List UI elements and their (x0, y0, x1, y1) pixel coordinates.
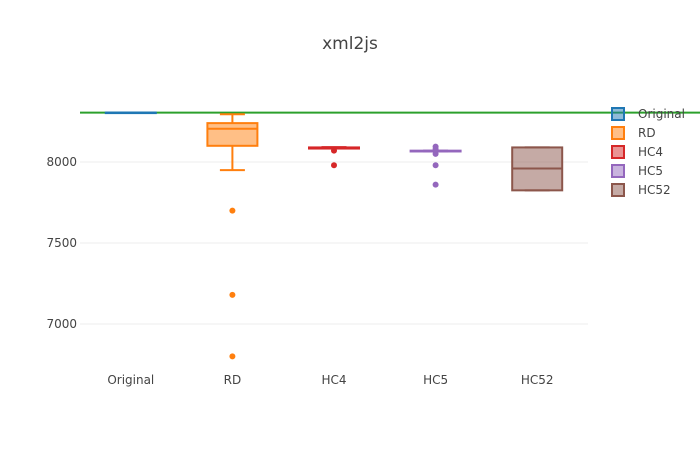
legend-label: HC52 (638, 183, 671, 197)
legend-item-hc5[interactable]: HC5 (611, 164, 663, 178)
box-hc4 (308, 146, 360, 169)
legend-swatch (611, 107, 625, 121)
box-hc52 (511, 146, 564, 192)
outlier-point (331, 162, 337, 169)
legend-swatch (611, 145, 625, 159)
outlier-point (229, 353, 236, 360)
legend-swatch (611, 126, 625, 140)
box-rd (206, 113, 259, 360)
outlier-point (432, 162, 439, 169)
outlier-point (432, 150, 439, 157)
chart-title: xml2js (322, 34, 378, 54)
outlier-point (432, 181, 439, 188)
legend-swatch (611, 183, 625, 197)
y-axis-ticks: 7000 7500 8000 (46, 155, 77, 331)
boxes (104, 111, 564, 360)
box-hc5 (409, 143, 462, 188)
x-tick-label: HC4 (321, 373, 346, 387)
legend-label: Original (638, 107, 685, 121)
x-axis-ticks: Original RD HC4 HC5 HC52 (107, 373, 553, 387)
outlier-point (432, 146, 439, 153)
legend-label: RD (638, 126, 656, 140)
gridlines (80, 161, 588, 325)
x-tick-label: HC52 (521, 373, 554, 387)
legend-item-original[interactable]: Original (611, 107, 685, 121)
legend-item-rd[interactable]: RD (611, 126, 656, 140)
x-tick-label: RD (224, 373, 242, 387)
box-original (104, 111, 157, 115)
x-tick-label: HC5 (423, 373, 448, 387)
y-tick-label: 8000 (46, 155, 77, 169)
legend-item-hc52[interactable]: HC52 (611, 183, 671, 197)
outlier-point (331, 147, 337, 154)
outlier-point (229, 207, 236, 214)
legend-swatch (611, 164, 625, 178)
legend-label: HC4 (638, 145, 663, 159)
outlier-point (229, 291, 236, 298)
y-tick-label: 7500 (46, 236, 77, 250)
x-tick-label: Original (107, 373, 154, 387)
legend-label: HC5 (638, 164, 663, 178)
legend[interactable]: Original RD HC4 HC5 HC52 (611, 107, 685, 197)
legend-item-hc4[interactable]: HC4 (611, 145, 663, 159)
iqr-box (206, 122, 259, 147)
y-tick-label: 7000 (46, 317, 77, 331)
